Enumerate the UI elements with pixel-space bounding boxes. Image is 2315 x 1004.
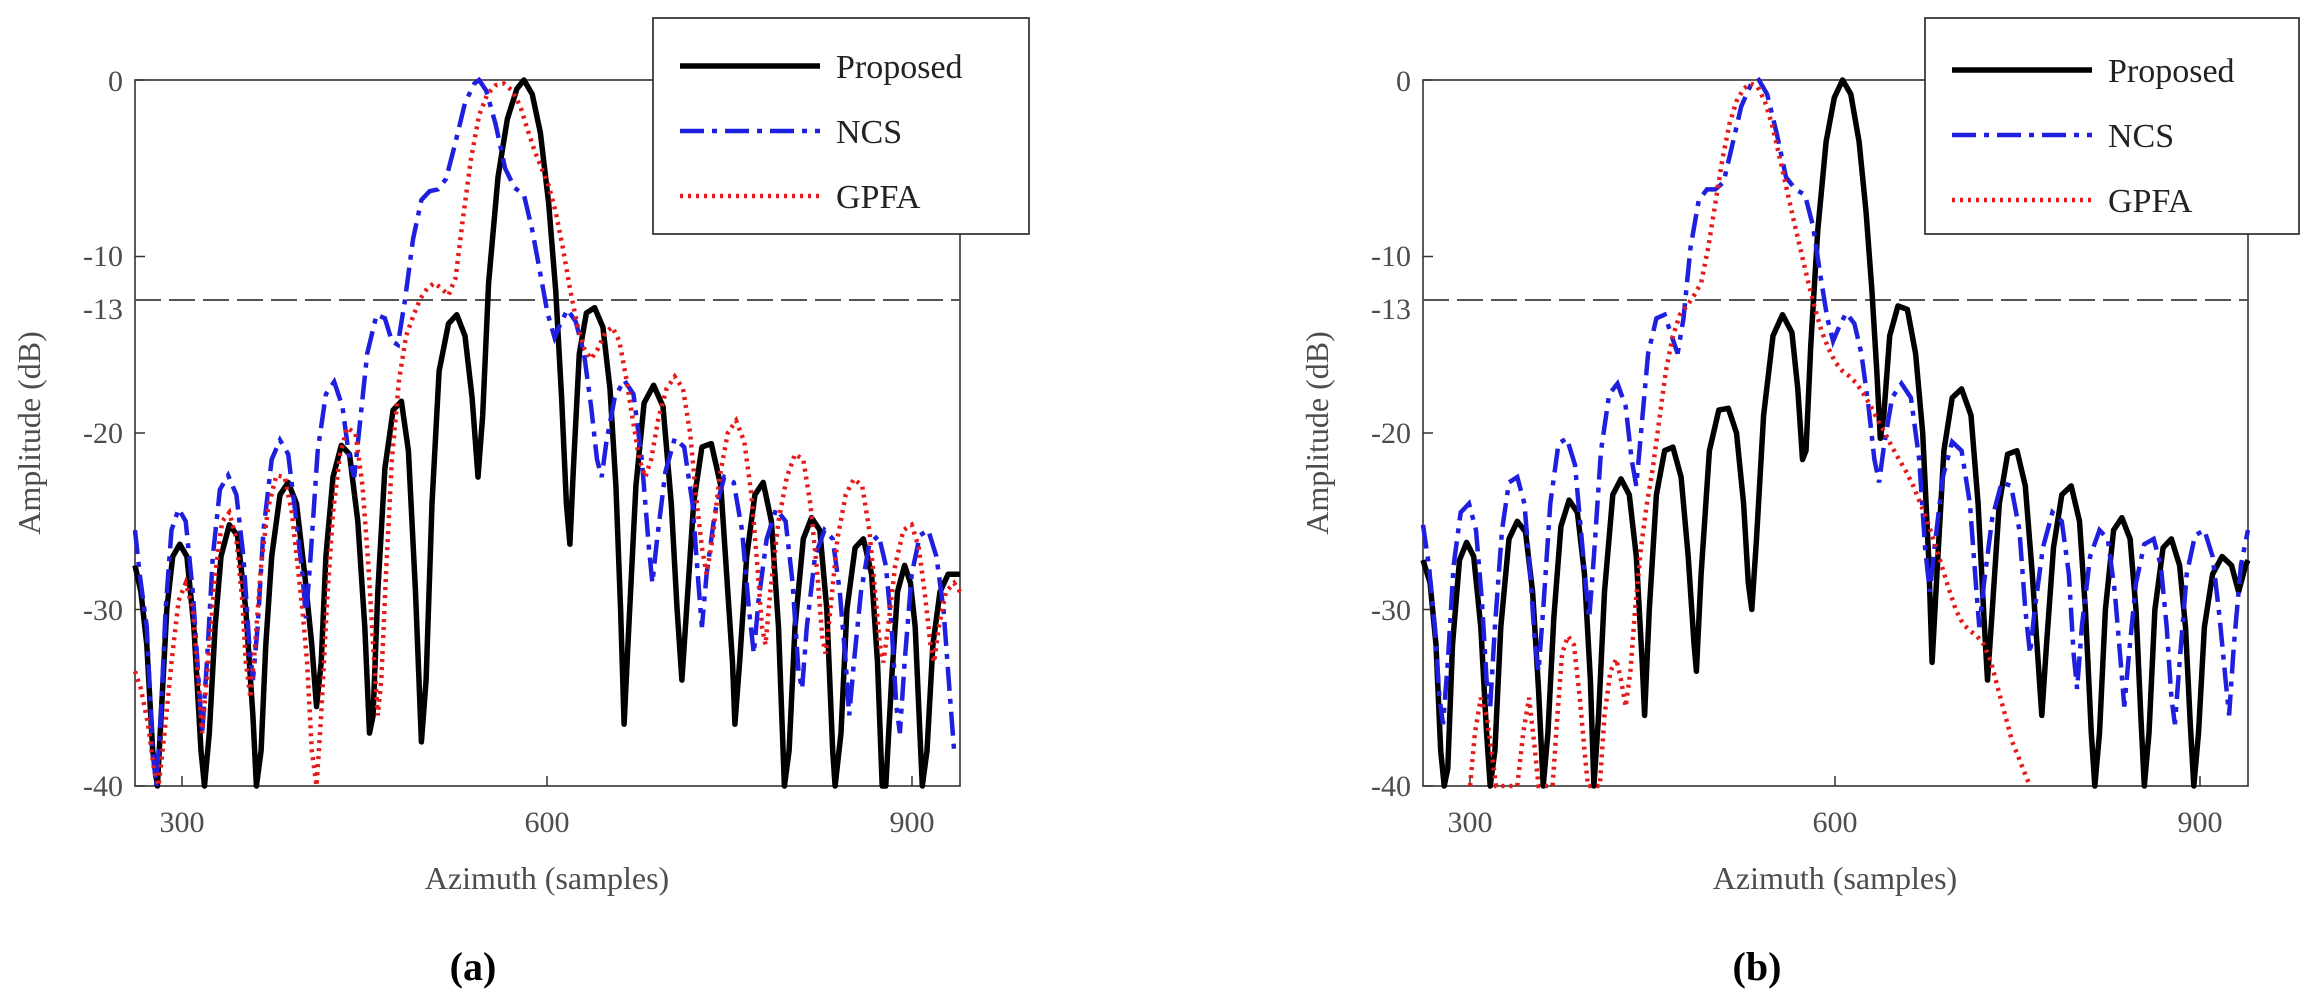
chart-b-ytick-label: -10 bbox=[1371, 240, 1411, 273]
chart-a-ytick-label: -13 bbox=[83, 293, 123, 326]
chart-a-legend-label-gpfa: GPFA bbox=[836, 179, 921, 216]
chart-b-ytick-label: -13 bbox=[1371, 293, 1411, 326]
chart-a-legend-label-ncs: NCS bbox=[836, 114, 902, 151]
chart-b-xticks: 300 600 900 bbox=[1448, 776, 2223, 839]
chart-b-xtick-label: 300 bbox=[1448, 806, 1493, 839]
chart-a-xtick-label: 300 bbox=[160, 806, 205, 839]
chart-a-panel-label: (a) bbox=[450, 944, 497, 989]
chart-a-xtick-label: 900 bbox=[890, 806, 935, 839]
chart-a-ytick-label: -40 bbox=[83, 770, 123, 803]
chart-a-ytick-label: -10 bbox=[83, 240, 123, 273]
chart-a-legend-label-proposed: Proposed bbox=[836, 49, 963, 86]
chart-a-ytick-label: -30 bbox=[83, 594, 123, 627]
chart-b-yticks: 0 -10 -13 -20 -30 -40 bbox=[1371, 65, 1433, 803]
chart-a-series-gpfa bbox=[132, 81, 962, 787]
chart-b-ytick-label: -30 bbox=[1371, 594, 1411, 627]
chart-b-xtick-label: 600 bbox=[1813, 806, 1858, 839]
chart-b-legend-label-ncs: NCS bbox=[2108, 118, 2174, 155]
chart-b-panel-label: (b) bbox=[1733, 944, 1782, 989]
chart-b-ytick-label: -20 bbox=[1371, 417, 1411, 450]
chart-b-series bbox=[1420, 76, 2251, 789]
chart-a-ylabel: Amplitude (dB) bbox=[11, 331, 47, 535]
chart-b-series-ncs bbox=[1420, 76, 2251, 725]
chart-b-series-gpfa bbox=[1467, 80, 2033, 789]
chart-b-xtick-label: 900 bbox=[2178, 806, 2223, 839]
chart-a-ytick-label: -20 bbox=[83, 417, 123, 450]
chart-b-legend-label-proposed: Proposed bbox=[2108, 53, 2235, 90]
chart-b-ytick-label: -40 bbox=[1371, 770, 1411, 803]
chart-b-xlabel: Azimuth (samples) bbox=[1713, 860, 1957, 896]
chart-b-ytick-label: 0 bbox=[1396, 65, 1411, 98]
chart-a-xticks: 300 600 900 bbox=[160, 776, 935, 839]
chart-b: 0 -10 -13 -20 -30 -40 300 600 900 Azimut… bbox=[1299, 17, 2300, 989]
chart-b-legend: Proposed NCS GPFA bbox=[1924, 17, 2300, 235]
chart-b-series-proposed bbox=[1420, 77, 2251, 789]
chart-a: 0 -10 -13 -20 -30 -40 300 600 900 Azimut… bbox=[11, 17, 1030, 989]
chart-a-series-proposed bbox=[132, 77, 960, 789]
chart-b-ylabel: Amplitude (dB) bbox=[1299, 331, 1335, 535]
chart-a-series-ncs bbox=[132, 76, 960, 787]
chart-b-legend-label-gpfa: GPFA bbox=[2108, 183, 2193, 220]
chart-a-yticks: 0 -10 -13 -20 -30 -40 bbox=[83, 65, 145, 803]
chart-a-series bbox=[132, 76, 962, 789]
chart-a-xtick-label: 600 bbox=[525, 806, 570, 839]
chart-a-legend: Proposed NCS GPFA bbox=[652, 17, 1030, 235]
chart-a-ytick-label: 0 bbox=[108, 65, 123, 98]
chart-a-xlabel: Azimuth (samples) bbox=[425, 860, 669, 896]
